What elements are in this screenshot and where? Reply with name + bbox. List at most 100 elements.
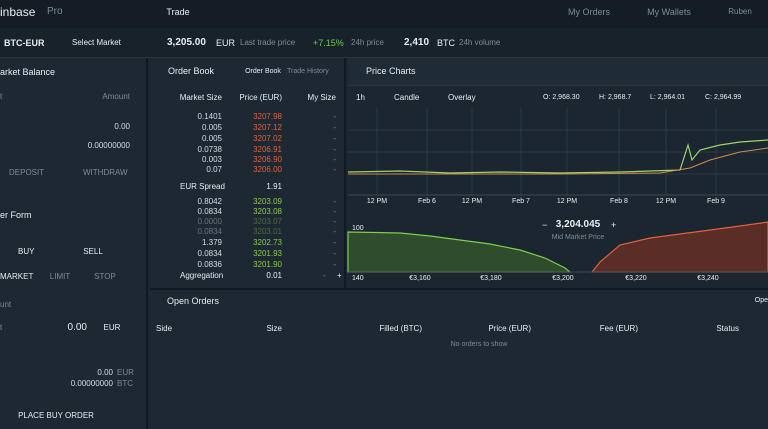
depth-x-label: €3,200 (552, 275, 574, 282)
tab[interactable]: Trade History (287, 68, 329, 75)
bid-size: 0.0000 (197, 217, 222, 226)
button-label[interactable]: WITHDRAW (83, 168, 128, 177)
depth-x-label: 140 (352, 275, 364, 282)
order-type-tab[interactable]: LIMIT (49, 272, 71, 281)
ohlc-value: O: 2,968.30 (543, 94, 580, 101)
balance-amount: 0.00000000 (87, 141, 130, 150)
nav-my-wallets[interactable]: My Wallets (647, 7, 691, 17)
tab[interactable]: Order Book (245, 68, 281, 75)
my-size: - (333, 238, 336, 247)
panel-title: er Form (0, 210, 32, 220)
volume: 2,410 (404, 37, 430, 48)
spread-value: 1.91 (266, 182, 282, 191)
total-value: 0.00000000 (70, 379, 113, 388)
order-type-tab[interactable]: STOP (94, 272, 116, 281)
column-header: Amount (102, 92, 130, 101)
button-label[interactable]: PLACE BUY ORDER (18, 411, 94, 420)
depth-x-label: €3,180 (480, 275, 502, 282)
ask-size: 0.1401 (197, 112, 222, 121)
x-axis-label: 12 PM (655, 198, 677, 205)
column-header: Price (EUR) (488, 324, 531, 333)
spread-label: EUR Spread (180, 182, 225, 191)
open-orders-panel (150, 288, 768, 429)
price-chart-header (348, 58, 768, 86)
ask-size: 0.003 (201, 155, 222, 164)
my-size: - (333, 165, 336, 174)
nav-my-orders[interactable]: My Orders (567, 7, 611, 17)
total-unit: EUR (117, 368, 134, 377)
aggregation-plus[interactable]: + (337, 271, 342, 280)
field-prefix: t (0, 323, 3, 332)
column-header: Market Size (179, 93, 222, 102)
column-header: Status (716, 324, 739, 333)
panel-title: arket Balance (0, 67, 56, 77)
x-axis-label: Feb 8 (610, 198, 628, 205)
bid-size: 0.0834 (197, 207, 222, 216)
left-panel (0, 58, 148, 429)
my-size: - (333, 217, 336, 226)
amount-value: 0.00 (67, 322, 87, 333)
my-size: - (333, 249, 336, 258)
bid-price: 3201.93 (253, 249, 282, 258)
ticker-bar (0, 28, 768, 58)
x-axis-label: 12 PM (556, 198, 578, 205)
last-price-unit: EUR (216, 38, 236, 48)
ask-price: 3206.00 (253, 165, 282, 174)
balance-amount: 0.00 (114, 122, 130, 131)
bid-price: 3201.90 (253, 260, 282, 269)
market-pair: BTC-EUR (4, 38, 45, 48)
ohlc-value: H: 2,968.7 (599, 94, 632, 101)
user-name[interactable]: Ruben (728, 7, 752, 16)
chart-type-select[interactable]: Candle (394, 93, 420, 102)
column-header: Size (266, 324, 282, 333)
x-axis-label: 12 PM (366, 198, 388, 205)
ask-price: 3206.90 (253, 155, 282, 164)
bid-price: 3203.01 (253, 227, 282, 236)
tab[interactable]: Ope (754, 297, 768, 304)
panel-title: Order Book (168, 66, 215, 76)
button-label[interactable]: DEPOSIT (9, 168, 45, 177)
my-size: - (333, 197, 336, 206)
volume-unit: BTC (437, 38, 455, 48)
aggregation-value: 0.01 (266, 271, 282, 280)
aggregation-minus[interactable]: - (323, 271, 326, 280)
bid-size: 1.379 (201, 238, 222, 247)
price-change: +7.15% (313, 38, 344, 48)
ohlc-value: L: 2,964.01 (650, 94, 686, 101)
mid-market-label: Mid Market Price (551, 234, 605, 241)
ask-size: 0.005 (201, 134, 222, 143)
zoom-in[interactable]: + (611, 220, 617, 230)
column-header: Fee (EUR) (599, 324, 638, 333)
last-price: 3,205.00 (167, 37, 206, 48)
select-market[interactable]: Select Market (72, 38, 121, 47)
depth-x-label: €3,220 (625, 275, 647, 282)
interval-select[interactable]: 1h (356, 93, 365, 102)
last-price-label: Last trade price (240, 38, 296, 47)
x-axis-label: Feb 6 (418, 198, 436, 205)
zoom-out[interactable]: − (542, 220, 548, 230)
volume-label: 24h volume (459, 38, 501, 47)
my-size: - (333, 227, 336, 236)
buy-label[interactable]: BUY (18, 247, 35, 256)
sell-label[interactable]: SELL (83, 247, 103, 256)
x-axis-label: Feb 7 (512, 198, 530, 205)
aggregation-label: Aggregation (180, 271, 224, 280)
mid-market-price: 3,204.045 (555, 219, 601, 230)
depth-y-label: 100 (352, 225, 364, 232)
x-axis-label: 12 PM (461, 198, 483, 205)
my-size: - (333, 112, 336, 121)
nav-trade[interactable]: Trade (166, 7, 190, 17)
order-type-tab[interactable]: MARKET (0, 272, 34, 281)
ask-price: 3207.98 (253, 112, 282, 121)
overlay-select[interactable]: Overlay (448, 93, 476, 102)
ohlc-value: C: 2,964.99 (705, 94, 742, 101)
panel-title: Open Orders (167, 296, 220, 306)
my-size: - (333, 145, 336, 154)
total-value: 0.00 (97, 368, 113, 377)
ask-price: 3207.12 (253, 123, 282, 132)
ask-size: 0.005 (201, 123, 222, 132)
ask-size: 0.0738 (197, 145, 222, 154)
column-header: Filled (BTC) (379, 324, 422, 333)
depth-x-label: €3,160 (409, 275, 431, 282)
